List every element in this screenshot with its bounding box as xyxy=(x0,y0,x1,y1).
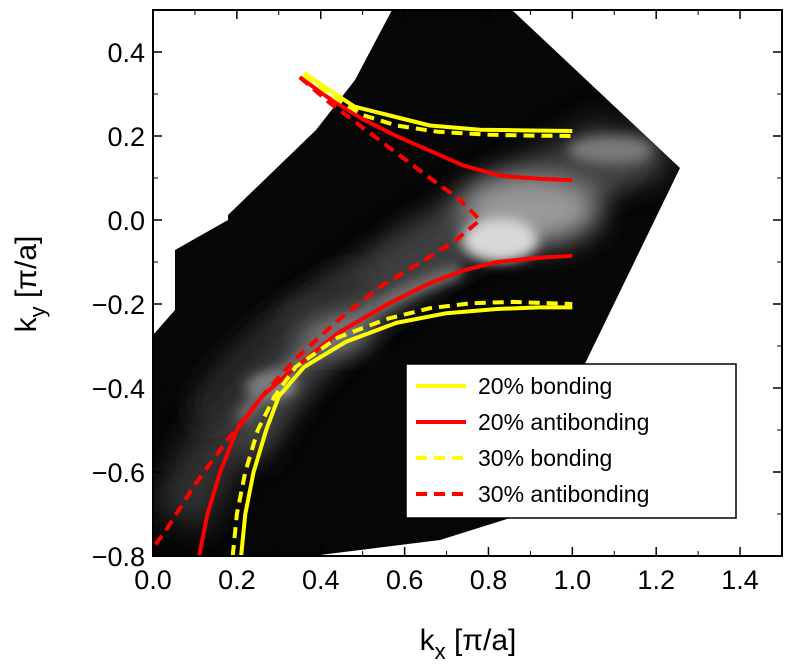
y-tick-label: −0.6 xyxy=(92,458,145,488)
series-line-30-bonding-branch-1 xyxy=(302,73,573,138)
legend-label: 30% bonding xyxy=(478,445,612,471)
legend-label: 20% bonding xyxy=(478,373,612,399)
y-tick-label: 0.2 xyxy=(107,122,145,152)
plot-frame xyxy=(152,9,783,557)
legend: 20% bonding 20% antibonding 30% bonding 30%… xyxy=(405,363,737,519)
x-tick-label: 0.6 xyxy=(386,565,424,595)
legend-label: 30% antibonding xyxy=(478,481,649,507)
series-line-20-antibonding-branch-1 xyxy=(298,75,573,183)
series-line-30-bonding-branch-2 xyxy=(230,299,573,556)
x-tick-label: 0.4 xyxy=(302,565,340,595)
y-axis-label: ky [π/a] xyxy=(10,236,50,333)
series-line-30-antibonding-branch-1 xyxy=(153,75,483,549)
y-tick-label: −0.8 xyxy=(92,542,145,572)
series-line-20-bonding-branch-1 xyxy=(302,71,573,133)
y-tick-label: −0.2 xyxy=(92,290,145,320)
y-tick-label: 0.4 xyxy=(107,38,145,68)
x-tick-label: 0.8 xyxy=(470,565,508,595)
legend-label: 20% antibonding xyxy=(478,409,649,435)
x-axis-label: kx [π/a] xyxy=(420,624,517,664)
x-tick-label: 1.2 xyxy=(637,565,675,595)
series-line-20-antibonding-branch-2 xyxy=(197,253,573,556)
series-layer xyxy=(153,71,573,556)
y-tick-label: −0.4 xyxy=(92,374,145,404)
y-tick-label: 0.0 xyxy=(107,206,145,236)
x-tick-label: 0.2 xyxy=(218,565,256,595)
x-axis-ticks: 0.0 0.2 0.4 0.6 0.8 1.0 1.2 1.4 xyxy=(134,10,759,595)
y-axis-ticks: 0.4 0.2 0.0 −0.2 −0.4 −0.6 −0.8 xyxy=(92,38,782,572)
x-tick-label: 1.0 xyxy=(554,565,592,595)
x-tick-label: 0.0 xyxy=(134,565,172,595)
x-tick-label: 1.4 xyxy=(721,565,759,595)
series-line-20-bonding-branch-2 xyxy=(239,305,573,556)
